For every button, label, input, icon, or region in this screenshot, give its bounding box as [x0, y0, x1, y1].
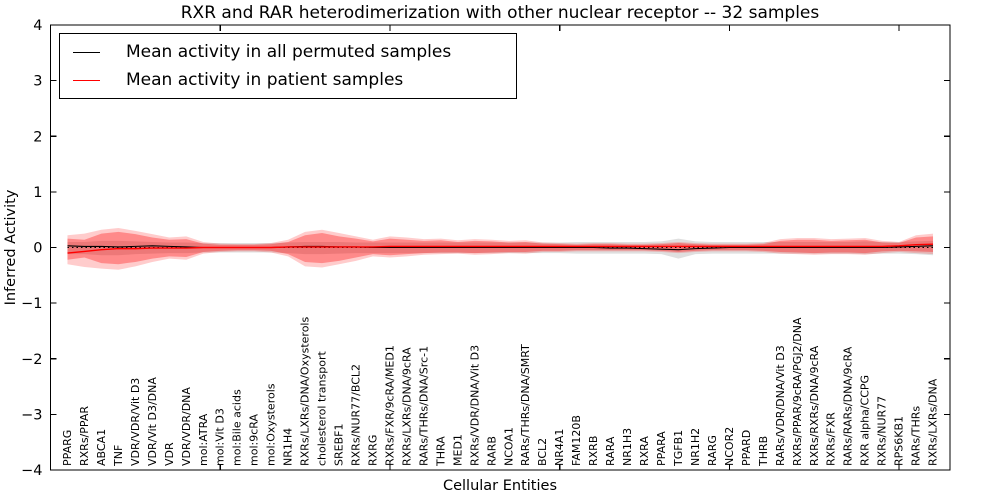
category-label: RARA: [604, 436, 617, 466]
category-label: PPARG: [61, 430, 74, 466]
category-label: cholesterol transport: [316, 351, 329, 466]
category-label: PPARD: [740, 430, 753, 466]
category-label: RXRs/NUR77: [876, 396, 889, 466]
category-label: RXRs/LXRs/DNA/9cRA: [400, 347, 413, 466]
category-label: RXRs/FXR/9cRA/MED1: [383, 345, 396, 466]
legend-item-patient: Mean activity in patient samples: [73, 70, 516, 90]
category-label: SREBF1: [333, 424, 346, 466]
category-label: mol:9cRA: [248, 414, 261, 466]
legend-item-permuted: Mean activity in all permuted samples: [73, 42, 516, 62]
category-label: NR1H4: [282, 428, 295, 466]
category-label: RARs/THRs: [910, 406, 923, 466]
y-tick-label: −2: [21, 352, 42, 368]
permuted-line-swatch: [73, 51, 100, 53]
chart-title: RXR and RAR heterodimerization with othe…: [180, 3, 820, 23]
category-label: RARs/RARs/DNA/9cRA: [842, 346, 855, 466]
category-label: RARB: [485, 436, 498, 466]
legend-label-patient: Mean activity in patient samples: [126, 70, 404, 90]
category-label: RXR alpha/CCPG: [859, 375, 872, 466]
category-label: RXRs/PPAR/9cRA/PGJ2/DNA: [791, 317, 804, 466]
category-label: TNF: [112, 445, 125, 467]
category-label: NCOR2: [723, 427, 736, 466]
y-tick-label: 2: [33, 129, 42, 145]
category-label: MED1: [451, 434, 464, 466]
category-label: RXRs/LXRs/DNA: [927, 378, 940, 466]
category-label: NR4A1: [553, 429, 566, 466]
patient-samples-inner-range-band: [67, 231, 934, 265]
category-label: RXRA: [638, 436, 651, 466]
category-label: RXRs/FXR: [825, 412, 838, 466]
category-label: RXRB: [587, 436, 600, 466]
category-label: mol:Bile acids: [231, 389, 244, 466]
y-tick-label: 1: [33, 185, 42, 201]
category-label: RARs/VDR/DNA/Vit D3: [774, 345, 787, 466]
category-label: RXRG: [366, 435, 379, 466]
category-label: TGFB1: [672, 430, 685, 467]
category-label: NR1H3: [621, 428, 634, 466]
category-label: NR1H2: [689, 428, 702, 466]
patient-samples-outer-range-band: [67, 228, 934, 270]
y-tick-label: −1: [21, 296, 42, 312]
category-label: mol:ATRA: [197, 413, 210, 466]
category-label: RXRs/LXRs/DNA/Oxysterols: [299, 317, 312, 466]
category-label: RARs/THRs/DNA/SMRT: [519, 344, 532, 466]
category-label: THRA: [434, 436, 447, 467]
category-label: VDR/Vit D3/DNA: [146, 377, 159, 466]
category-label: VDR: [163, 442, 176, 466]
category-label: NCOA1: [502, 427, 515, 466]
y-tick-label: −3: [21, 407, 42, 423]
category-label: RXRs/RXRs/DNA/9cRA: [808, 345, 821, 466]
category-label: VDR/VDR/DNA: [180, 387, 193, 466]
category-label: PPARA: [655, 431, 668, 466]
category-label: FAM120B: [570, 415, 583, 466]
permuted-samples-range-band: [67, 238, 934, 259]
legend: Mean activity in all permuted samples Me…: [59, 33, 517, 99]
legend-label-permuted: Mean activity in all permuted samples: [126, 42, 452, 62]
category-label: THRB: [757, 436, 770, 467]
category-label: ABCA1: [95, 429, 108, 466]
y-tick-label: 4: [33, 18, 42, 34]
category-label: RPS6KB1: [893, 416, 906, 466]
x-axis-label: Cellular Entities: [442, 478, 558, 494]
category-label: RXRs/PPAR: [78, 406, 91, 466]
category-label: RARG: [706, 435, 719, 466]
category-label: RARs/THRs/DNA/Src-1: [417, 346, 430, 466]
category-label: mol:Vit D3: [214, 408, 227, 466]
category-label: RXRs/VDR/DNA/Vit D3: [468, 345, 481, 466]
patient-mean-line: [67, 243, 934, 254]
category-label: RXRs/NUR77/BCL2: [350, 364, 363, 466]
y-tick-label: 3: [33, 74, 42, 90]
category-label: BCL2: [536, 438, 549, 466]
category-label: mol:Oxysterols: [265, 383, 278, 466]
y-tick-label: 0: [33, 241, 42, 257]
y-tick-label: −4: [21, 463, 42, 479]
patient-line-swatch: [73, 79, 100, 81]
category-label: VDR/VDR/Vit D3: [129, 378, 142, 466]
